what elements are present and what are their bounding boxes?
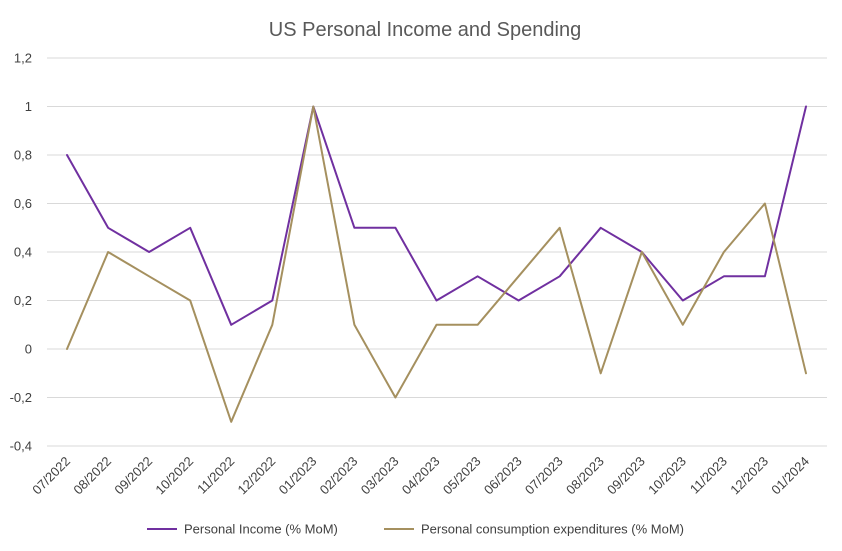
x-tick-label: 01/2024 bbox=[768, 454, 812, 498]
y-tick-label: 0,8 bbox=[14, 148, 32, 163]
x-tick-label: 12/2022 bbox=[235, 454, 279, 498]
gridlines bbox=[47, 57, 827, 447]
x-tick-label: 10/2023 bbox=[645, 454, 689, 498]
y-tick-label: -0,2 bbox=[10, 390, 32, 405]
y-tick-label: 1 bbox=[25, 99, 32, 114]
legend-label: Personal Income (% MoM) bbox=[184, 522, 338, 537]
x-tick-label: 07/2022 bbox=[29, 454, 73, 498]
x-tick-label: 04/2023 bbox=[399, 454, 443, 498]
x-axis-ticks: 07/202208/202209/202210/202211/202212/20… bbox=[29, 454, 812, 498]
y-tick-label: 0 bbox=[25, 342, 32, 357]
x-tick-label: 01/2023 bbox=[276, 454, 320, 498]
x-tick-label: 08/2022 bbox=[70, 454, 114, 498]
series-line-1 bbox=[66, 105, 807, 326]
x-tick-label: 12/2023 bbox=[727, 454, 771, 498]
x-tick-label: 11/2023 bbox=[687, 454, 730, 497]
x-tick-label: 11/2022 bbox=[194, 454, 237, 497]
chart-title: US Personal Income and Spending bbox=[269, 19, 581, 41]
legend: Personal Income (% MoM) Personal consumpt… bbox=[147, 522, 684, 537]
y-tick-label: 0,6 bbox=[14, 196, 32, 211]
x-tick-label: 06/2023 bbox=[481, 454, 525, 498]
series-lines bbox=[66, 105, 807, 423]
x-tick-label: 05/2023 bbox=[440, 454, 484, 498]
x-tick-label: 09/2022 bbox=[111, 454, 155, 498]
x-tick-label: 08/2023 bbox=[563, 454, 607, 498]
y-axis-ticks: -0,4 -0,2 0 0,2 0,4 0,6 0,8 1 1,2 bbox=[10, 51, 32, 454]
x-tick-label: 09/2023 bbox=[604, 454, 648, 498]
legend-label: Personal consumption expenditures (% MoM… bbox=[421, 522, 684, 537]
x-tick-label: 10/2022 bbox=[152, 454, 196, 498]
x-tick-label: 02/2023 bbox=[317, 454, 361, 498]
y-tick-label: -0,4 bbox=[10, 439, 32, 454]
x-tick-label: 03/2023 bbox=[358, 454, 402, 498]
y-tick-label: 1,2 bbox=[14, 51, 32, 66]
y-tick-label: 0,2 bbox=[14, 293, 32, 308]
x-tick-label: 07/2023 bbox=[522, 454, 566, 498]
series-line-2 bbox=[66, 105, 807, 423]
y-tick-label: 0,4 bbox=[14, 245, 32, 260]
